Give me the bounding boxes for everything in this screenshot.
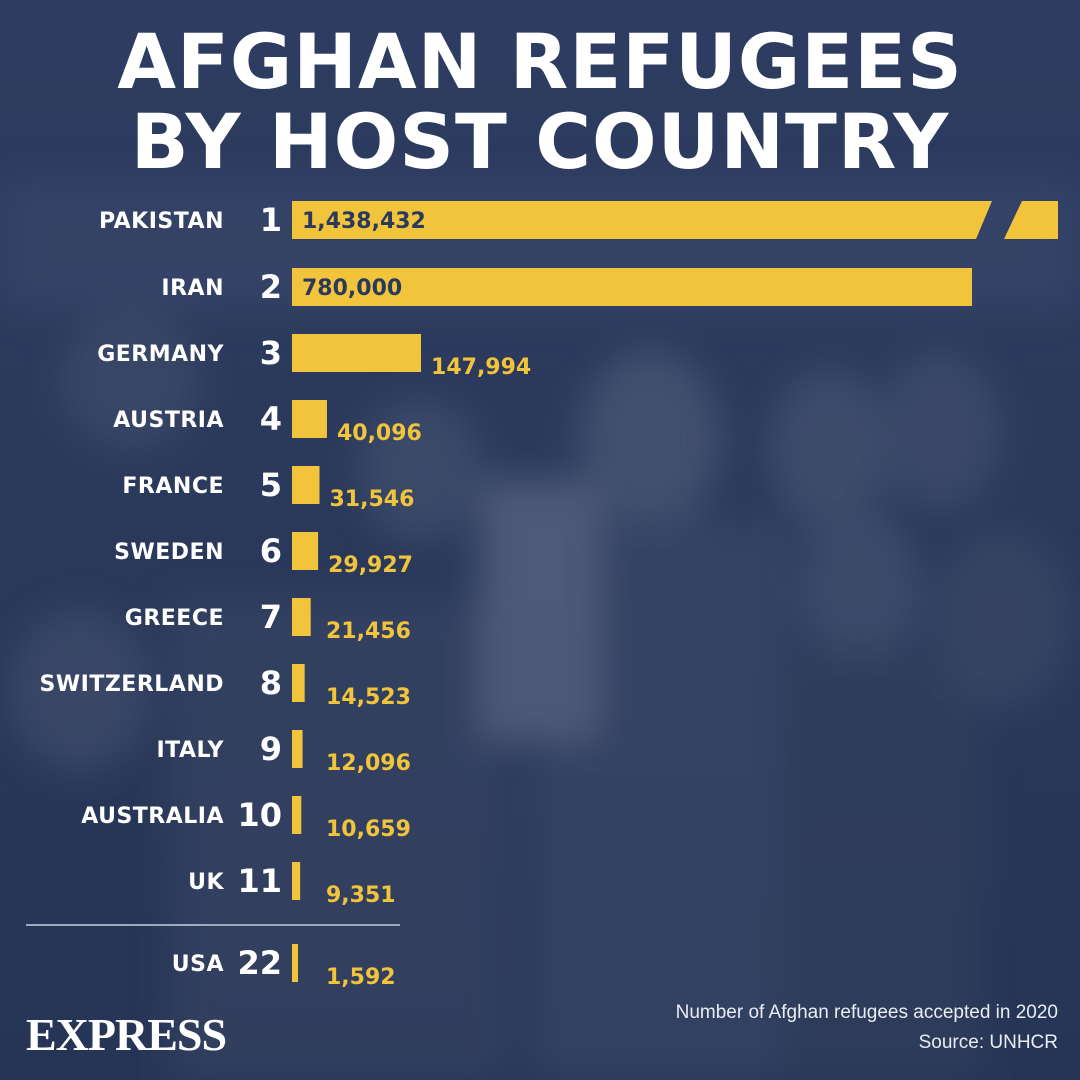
country-label-australia: AUSTRALIA: [81, 804, 224, 829]
country-label-greece: GREECE: [125, 606, 224, 631]
rank-label-germany: 3: [260, 334, 282, 372]
value-label-france: 31,546: [330, 487, 415, 512]
bar-usa: [292, 944, 298, 982]
bar-pakistan-continued: [1004, 201, 1058, 239]
bar-pakistan: [292, 201, 992, 239]
title-line-1: AFGHAN REFUGEES: [117, 17, 963, 106]
value-label-greece: 21,456: [326, 619, 411, 644]
rank-label-greece: 7: [260, 598, 282, 636]
bar-germany: [292, 334, 422, 372]
value-label-pakistan: 1,438,432: [302, 209, 426, 234]
footnote: Number of Afghan refugees accepted in 20…: [676, 998, 1058, 1058]
rank-label-italy: 9: [260, 730, 282, 768]
bar-switzerland: [292, 664, 305, 702]
country-label-iran: IRAN: [161, 276, 224, 301]
value-label-austria: 40,096: [337, 421, 422, 446]
country-label-usa: USA: [172, 952, 224, 977]
country-label-germany: GERMANY: [97, 342, 224, 367]
value-label-germany: 147,994: [431, 355, 531, 380]
bar-sweden: [292, 532, 319, 570]
value-label-usa: 1,592: [326, 965, 396, 990]
bar-greece: [292, 598, 311, 636]
rank-label-sweden: 6: [260, 532, 282, 570]
rank-label-australia: 10: [237, 796, 282, 834]
rank-label-austria: 4: [260, 400, 282, 438]
rank-label-usa: 22: [237, 944, 282, 982]
footnote-text: Number of Afghan refugees accepted in 20…: [675, 1002, 1058, 1023]
country-label-switzerland: SWITZERLAND: [40, 672, 224, 697]
express-logo: EXPRESS: [26, 1009, 227, 1060]
source-text: Source: UNHCR: [918, 1032, 1058, 1053]
bar-italy: [292, 730, 303, 768]
rank-label-france: 5: [260, 466, 282, 504]
country-label-pakistan: PAKISTAN: [99, 209, 224, 234]
country-label-france: FRANCE: [122, 474, 224, 499]
value-label-uk: 9,351: [326, 883, 396, 908]
value-label-switzerland: 14,523: [326, 685, 411, 710]
country-label-uk: UK: [188, 870, 224, 895]
value-label-sweden: 29,927: [328, 553, 413, 578]
country-label-austria: AUSTRIA: [113, 408, 224, 433]
country-label-italy: ITALY: [156, 738, 224, 763]
rank-label-switzerland: 8: [260, 664, 282, 702]
bar-iran: [292, 268, 972, 306]
rank-label-uk: 11: [237, 862, 282, 900]
bar-australia: [292, 796, 302, 834]
value-label-iran: 780,000: [302, 276, 402, 301]
value-label-australia: 10,659: [326, 817, 411, 842]
country-label-sweden: SWEDEN: [114, 540, 224, 565]
bar-uk: [292, 862, 301, 900]
rank-label-iran: 2: [260, 268, 282, 306]
chart-title: AFGHAN REFUGEES BY HOST COUNTRY: [0, 22, 1080, 182]
bar-france: [292, 466, 320, 504]
value-label-italy: 12,096: [326, 751, 411, 776]
bar-austria: [292, 400, 327, 438]
title-line-2: BY HOST COUNTRY: [130, 97, 950, 186]
rank-label-pakistan: 1: [260, 201, 282, 239]
